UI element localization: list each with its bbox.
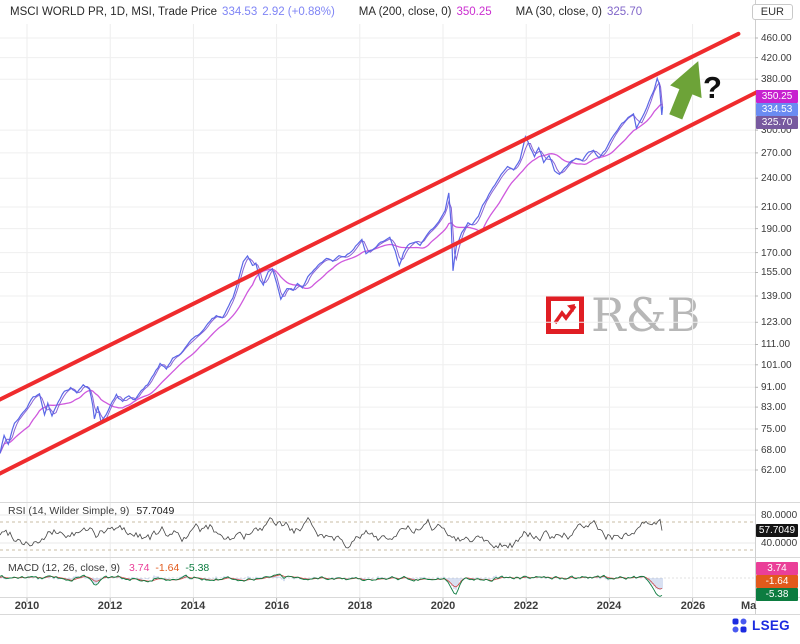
pane-separators <box>0 0 800 615</box>
rsi-label: RSI (14, Wilder Simple, 9) <box>8 505 130 517</box>
price-axis-tick: 240.00 <box>761 173 792 184</box>
price-badge-ma200: 350.25 <box>756 90 798 103</box>
gridlines <box>0 24 755 598</box>
rsi-current-value: 57.7049 <box>136 505 175 517</box>
currency-chip: EUR <box>751 4 793 20</box>
x-axis-tick: 2018 <box>347 600 373 612</box>
macd-header-value: -1.64 <box>155 562 180 574</box>
price-axis-tick: 380.00 <box>761 74 792 85</box>
macd-header-value: -5.38 <box>185 562 210 574</box>
price-axis-tick: 123.00 <box>761 317 792 328</box>
macd-series <box>0 573 663 597</box>
x-axis-tick: 2014 <box>180 600 206 612</box>
rsi-series <box>0 516 663 549</box>
up-arrow-annotation[interactable] <box>660 55 714 123</box>
ma200-line <box>0 103 663 454</box>
price-axis-tick: 190.00 <box>761 224 792 235</box>
lseg-logo-icon <box>732 618 747 633</box>
price-axis-tick: 101.00 <box>761 360 792 371</box>
trend-channel[interactable] <box>0 31 760 476</box>
price-axis-tick: 155.00 <box>761 267 792 278</box>
x-axis-tick: 2024 <box>596 600 622 612</box>
price-axis-tick: 68.00 <box>761 445 787 456</box>
price-axis-tick: 83.00 <box>761 402 787 413</box>
chart-legend[interactable]: MSCI WORLD PR, 1D, MSI, Trade Price 334.… <box>0 0 647 24</box>
price-axis-tick: 300.00 <box>761 125 792 136</box>
rsi-axis-tick: 80.0000 <box>761 510 798 521</box>
macd-line <box>0 573 663 597</box>
price-axis-tick: 210.00 <box>761 202 792 213</box>
ma30-legend-value: 325.70 <box>606 6 643 18</box>
price-axis-tick: 111.00 <box>761 339 791 350</box>
price-change-value: 2.92 (+0.88%) <box>262 6 335 18</box>
x-axis-tick: 2016 <box>264 600 290 612</box>
macd-badge: -5.38 <box>756 588 798 601</box>
last-price-value: 334.53 <box>222 6 258 18</box>
price-axis-tick: 75.00 <box>761 424 787 435</box>
price-series <box>0 76 664 454</box>
x-axis-tick: 2010 <box>14 600 40 612</box>
macd-header-value: 3.74 <box>128 562 150 574</box>
lseg-brand: LSEG <box>732 618 790 633</box>
price-axis-tick: 420.00 <box>761 53 792 64</box>
instrument-title: MSCI WORLD PR, 1D, MSI, Trade Price <box>10 6 218 18</box>
x-axis-tick: Ma <box>741 600 757 612</box>
x-axis-tick: 2022 <box>513 600 539 612</box>
macd-label: MACD (12, 26, close, 9) <box>8 562 121 574</box>
x-axis-tick: 2012 <box>97 600 123 612</box>
trade-price-line <box>0 76 664 454</box>
price-axis-tick: 270.00 <box>761 148 792 159</box>
price-axis-tick: 62.00 <box>761 465 787 476</box>
x-axis-tick: 2020 <box>430 600 456 612</box>
rsi-axis-tick: 40.0000 <box>761 538 798 549</box>
macd-pane-header[interactable]: MACD (12, 26, close, 9) 3.74 -1.64 -5.38 <box>8 562 209 574</box>
price-badge-last-price: 334.53 <box>756 103 798 116</box>
price-badge-ma30: 325.70 <box>756 116 798 129</box>
rb-logo-icon <box>546 296 584 334</box>
price-axis-tick: 91.00 <box>761 382 787 393</box>
macd-badge: -1.64 <box>756 575 798 588</box>
ma200-legend-value: 350.25 <box>456 6 492 18</box>
ma30-legend-label[interactable]: MA (30, close, 0) <box>515 6 602 18</box>
rsi-pane-header[interactable]: RSI (14, Wilder Simple, 9) 57.7049 <box>8 505 174 517</box>
rsi-current-badge: 57.7049 <box>756 524 798 537</box>
price-axis-tick: 460.00 <box>761 33 792 44</box>
price-axis-tick: 139.00 <box>761 291 792 302</box>
ma200-legend-label[interactable]: MA (200, close, 0) <box>358 6 452 18</box>
price-axis-tick: 170.00 <box>761 248 792 259</box>
lseg-brand-text: LSEG <box>752 618 790 633</box>
question-mark-annotation[interactable]: ? <box>703 70 722 105</box>
x-axis-tick: 2026 <box>680 600 706 612</box>
macd-badge: 3.74 <box>756 562 798 575</box>
